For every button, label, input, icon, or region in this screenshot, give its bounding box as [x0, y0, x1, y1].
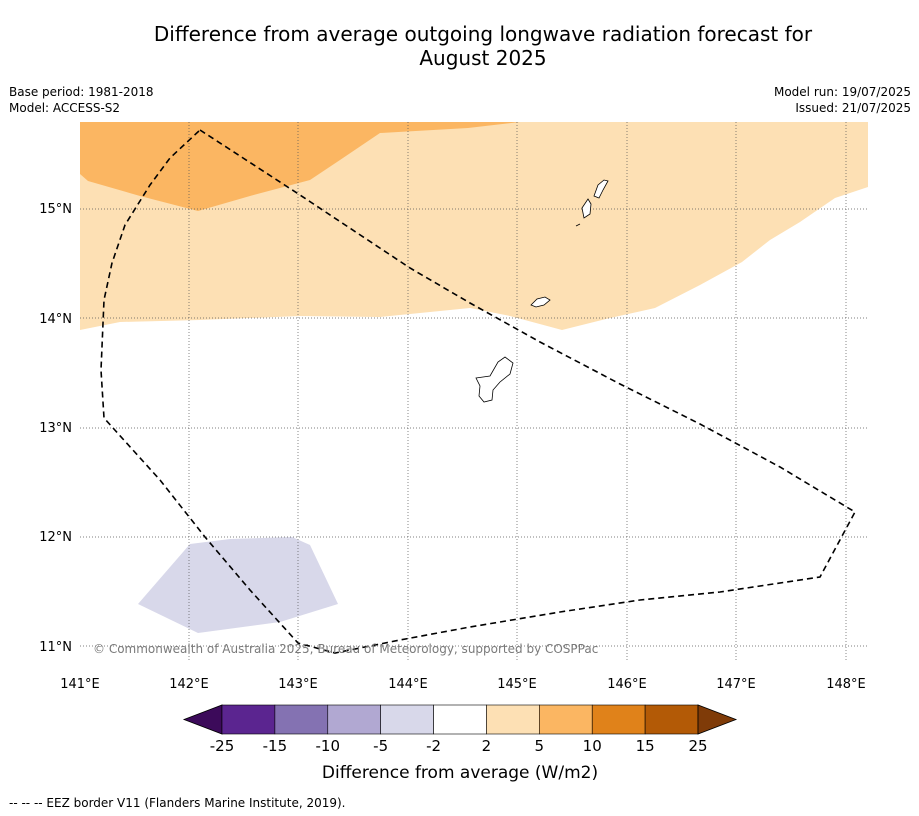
meta-right: Model run: 19/07/2025 Issued: 21/07/2025 — [774, 84, 911, 116]
lon-label-145e: 145°E — [497, 677, 537, 692]
latitude-labels: 15°N 14°N 13°N 12°N 11°N — [39, 202, 72, 655]
lat-label-12n: 12°N — [39, 530, 72, 545]
lon-label-148e: 148°E — [826, 677, 866, 692]
colorbar-tick-label: -15 — [263, 737, 288, 755]
lon-label-143e: 143°E — [278, 677, 318, 692]
model-run: Model run: 19/07/2025 — [773, 85, 911, 99]
colorbar-box — [591, 704, 646, 735]
lon-label-141e: 141°E — [60, 677, 100, 692]
colorbar-tick-label: 2 — [482, 737, 492, 755]
anomaly-region-5-10 — [80, 122, 520, 211]
lon-label-147e: 147°E — [716, 677, 756, 692]
issued-date: Issued: 21/07/2025 — [795, 101, 911, 115]
colorbar-tick-label: 25 — [688, 737, 707, 755]
copyright-notice: © Commonwealth of Australia 2025, Bureau… — [93, 642, 598, 656]
colorbar-tick-label: 5 — [535, 737, 545, 755]
eez-border — [100, 128, 857, 654]
longitude-labels: 141°E 142°E 143°E 144°E 145°E 146°E 147°… — [60, 677, 866, 692]
lon-label-146e: 146°E — [607, 677, 647, 692]
lon-label-144e: 144°E — [388, 677, 428, 692]
colorbar-arrow-low — [182, 704, 223, 735]
base-period: Base period: 1981-2018 — [9, 85, 154, 99]
island-saipan — [593, 179, 609, 199]
colorbar-labels: -25 -15 -10 -5 -2 2 5 10 15 25 — [210, 737, 708, 755]
colorbar-box — [433, 704, 487, 735]
colorbar-box — [221, 704, 276, 735]
lat-label-13n: 13°N — [39, 421, 72, 436]
colorbar-box — [327, 704, 381, 735]
lat-label-11n: 11°N — [39, 640, 72, 655]
colorbar-boxes — [221, 704, 699, 735]
island-rota — [530, 296, 551, 308]
colorbar-box — [539, 704, 593, 735]
island-tinian — [581, 198, 592, 219]
map-title: Difference from average outgoing longwav… — [60, 22, 906, 70]
map-area — [80, 122, 868, 660]
colorbar-tick-label: -2 — [426, 737, 441, 755]
colorbar-tick-label: -5 — [373, 737, 388, 755]
anomaly-region-minus5-minus2 — [138, 537, 338, 633]
colorbar-box — [274, 704, 329, 735]
colorbar-tick-label: -25 — [210, 737, 235, 755]
island-guam — [475, 356, 514, 403]
colorbar-title: Difference from average (W/m2) — [322, 763, 598, 783]
lon-label-142e: 142°E — [169, 677, 209, 692]
lat-label-14n: 14°N — [39, 312, 72, 327]
island-aguijan — [575, 223, 581, 227]
meta-left: Base period: 1981-2018 Model: ACCESS-S2 — [9, 84, 154, 116]
colorbar-box — [486, 704, 540, 735]
title-line-1: Difference from average outgoing longwav… — [153, 22, 813, 46]
eez-footnote: -- -- -- EEZ border V11 (Flanders Marine… — [9, 796, 346, 810]
colorbar: -25 -15 -10 -5 -2 2 5 10 15 25 Difference from av… — [182, 704, 738, 783]
colorbar-tick-label: 15 — [636, 737, 655, 755]
colorbar-tick-label: -10 — [316, 737, 341, 755]
colorbar-arrow-high — [697, 704, 738, 735]
model-name: Model: ACCESS-S2 — [9, 101, 121, 115]
gridlines — [80, 122, 868, 660]
lat-label-15n: 15°N — [39, 202, 72, 217]
colorbar-box — [644, 704, 699, 735]
colorbar-box — [380, 704, 434, 735]
colorbar-tick-label: 10 — [583, 737, 602, 755]
title-line-2: August 2025 — [419, 46, 547, 70]
islands — [475, 179, 609, 403]
